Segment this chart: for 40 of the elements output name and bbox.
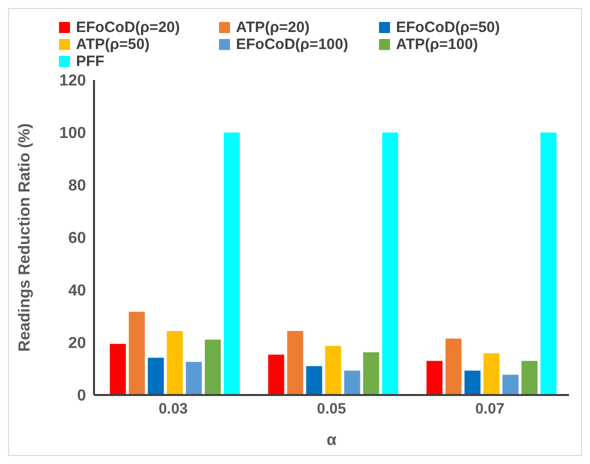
legend-label: ATP(ρ=20) <box>236 19 310 36</box>
y-tick-label: 80 <box>68 178 86 195</box>
bar <box>382 132 398 395</box>
bar <box>522 360 538 395</box>
y-tick-label: 0 <box>77 388 86 405</box>
bar <box>204 340 221 395</box>
bar <box>306 366 322 395</box>
legend-label: EFoCoD(ρ=20) <box>76 19 180 36</box>
x-tick-label: 0.07 <box>475 400 504 418</box>
x-axis-title: α <box>326 432 337 449</box>
bar <box>287 330 304 395</box>
bar <box>186 362 202 395</box>
legend-label: ATP(ρ=100) <box>396 36 478 53</box>
bar <box>148 358 164 395</box>
bar <box>166 330 183 395</box>
legend-label: ATP(ρ=50) <box>76 36 150 53</box>
bar <box>110 344 126 395</box>
y-tick-label: 120 <box>59 72 86 90</box>
legend-label: PFF <box>76 53 104 70</box>
y-axis-title: Readings Reduction Ratio (%) <box>16 123 34 352</box>
legend-label: EFoCoD(ρ=100) <box>236 36 348 53</box>
bar <box>268 354 284 395</box>
x-tick-label: 0.05 <box>316 400 346 418</box>
bar <box>344 370 360 395</box>
bar <box>446 338 462 395</box>
bar <box>224 132 240 395</box>
bar <box>502 374 518 395</box>
bar <box>540 132 556 395</box>
bar <box>464 370 480 395</box>
y-tick-label: 100 <box>59 125 86 142</box>
bar <box>363 352 380 395</box>
bar <box>325 346 342 395</box>
legend-label: EFoCoD(ρ=50) <box>396 19 500 36</box>
bar <box>128 312 145 395</box>
y-tick-label: 20 <box>68 335 86 352</box>
bar <box>426 360 442 395</box>
y-tick-label: 40 <box>68 282 86 300</box>
bar <box>484 353 500 395</box>
y-tick-label: 60 <box>68 230 86 248</box>
x-tick-label: 0.03 <box>158 400 188 418</box>
